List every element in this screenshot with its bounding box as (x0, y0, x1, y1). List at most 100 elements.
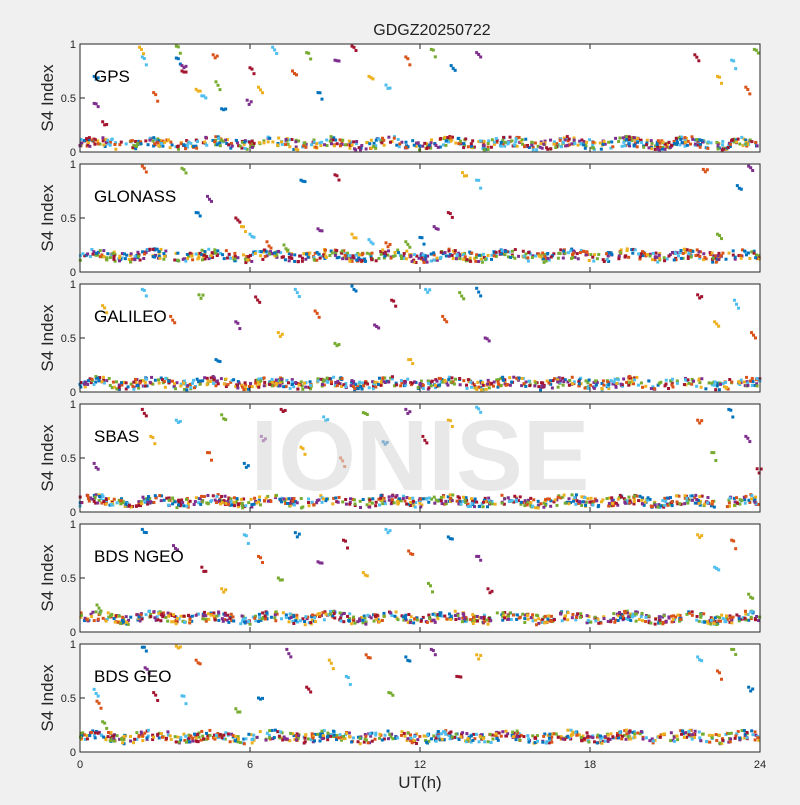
baseline-point (98, 376, 102, 380)
baseline-point (323, 256, 327, 260)
baseline-point (172, 620, 176, 624)
baseline-point (216, 382, 220, 386)
baseline-point (345, 731, 349, 735)
baseline-point (360, 259, 364, 263)
baseline-point (494, 254, 498, 258)
data-point (487, 339, 491, 343)
data-point (96, 694, 100, 698)
baseline-point (658, 141, 662, 145)
baseline-point (469, 618, 473, 622)
data-point (735, 184, 739, 188)
baseline-point (576, 612, 580, 616)
data-point (394, 304, 398, 308)
data-point (448, 212, 452, 216)
baseline-point (282, 735, 286, 739)
baseline-point (714, 254, 718, 258)
baseline-point (718, 741, 722, 745)
data-point (99, 706, 103, 710)
baseline-point (570, 142, 574, 146)
baseline-point (517, 376, 521, 380)
baseline-point (399, 733, 403, 737)
baseline-point (86, 138, 90, 142)
baseline-point (135, 737, 139, 741)
baseline-point (706, 140, 710, 144)
baseline-point (725, 618, 729, 622)
baseline-point (450, 376, 454, 380)
data-point (475, 178, 479, 182)
baseline-point (618, 616, 622, 620)
baseline-point (664, 378, 668, 382)
baseline-point (631, 731, 635, 735)
baseline-point (534, 618, 538, 622)
baseline-point (515, 617, 519, 621)
baseline-point (233, 257, 237, 261)
baseline-point (258, 730, 262, 734)
baseline-point (201, 614, 205, 618)
baseline-point (323, 143, 327, 147)
baseline-point (526, 143, 530, 147)
baseline-point (581, 500, 585, 504)
baseline-point (202, 495, 206, 499)
baseline-point (236, 505, 240, 509)
baseline-point (92, 619, 96, 623)
baseline-point (227, 620, 231, 624)
data-point (718, 671, 721, 675)
baseline-point (598, 141, 602, 145)
baseline-point (331, 729, 335, 733)
baseline-point (667, 140, 671, 144)
baseline-point (757, 502, 761, 506)
baseline-point (741, 616, 745, 620)
baseline-point (370, 251, 374, 255)
baseline-point (159, 732, 163, 736)
baseline-point (165, 496, 169, 500)
baseline-point (220, 499, 224, 503)
baseline-point (638, 494, 642, 498)
baseline-point (539, 140, 543, 144)
baseline-point (686, 139, 690, 143)
baseline-point (218, 144, 222, 148)
baseline-point (515, 735, 519, 739)
baseline-point (138, 504, 142, 508)
baseline-point (446, 136, 450, 140)
baseline-point (280, 496, 284, 500)
baseline-point (276, 142, 280, 146)
data-point (257, 696, 260, 700)
baseline-point (244, 616, 248, 620)
data-point (218, 88, 222, 92)
baseline-point (453, 377, 457, 381)
baseline-point (469, 740, 473, 744)
baseline-point (272, 736, 276, 740)
data-point (275, 52, 279, 56)
baseline-point (260, 377, 264, 381)
data-point (180, 69, 184, 73)
baseline-point (134, 504, 138, 508)
baseline-point (651, 385, 655, 389)
data-point (364, 653, 368, 657)
data-point (309, 57, 313, 61)
baseline-point (273, 728, 277, 732)
baseline-point (670, 250, 674, 254)
baseline-point (105, 140, 109, 144)
data-point (238, 327, 242, 331)
baseline-point (606, 739, 610, 743)
data-point (320, 229, 324, 233)
baseline-point (435, 379, 439, 383)
baseline-point (204, 135, 208, 139)
baseline-point (664, 382, 668, 386)
data-point (256, 298, 260, 302)
baseline-point (701, 620, 705, 624)
baseline-point (551, 732, 555, 736)
baseline-point (239, 622, 243, 626)
baseline-point (631, 612, 635, 616)
baseline-point (563, 378, 567, 382)
baseline-point (112, 257, 116, 261)
baseline-point (396, 618, 400, 622)
baseline-point (328, 612, 332, 616)
baseline-point (515, 729, 519, 733)
baseline-point (163, 140, 167, 144)
baseline-point (88, 733, 92, 737)
data-point (732, 539, 736, 543)
baseline-point (175, 617, 179, 621)
baseline-point (157, 381, 161, 385)
baseline-point (312, 140, 316, 144)
